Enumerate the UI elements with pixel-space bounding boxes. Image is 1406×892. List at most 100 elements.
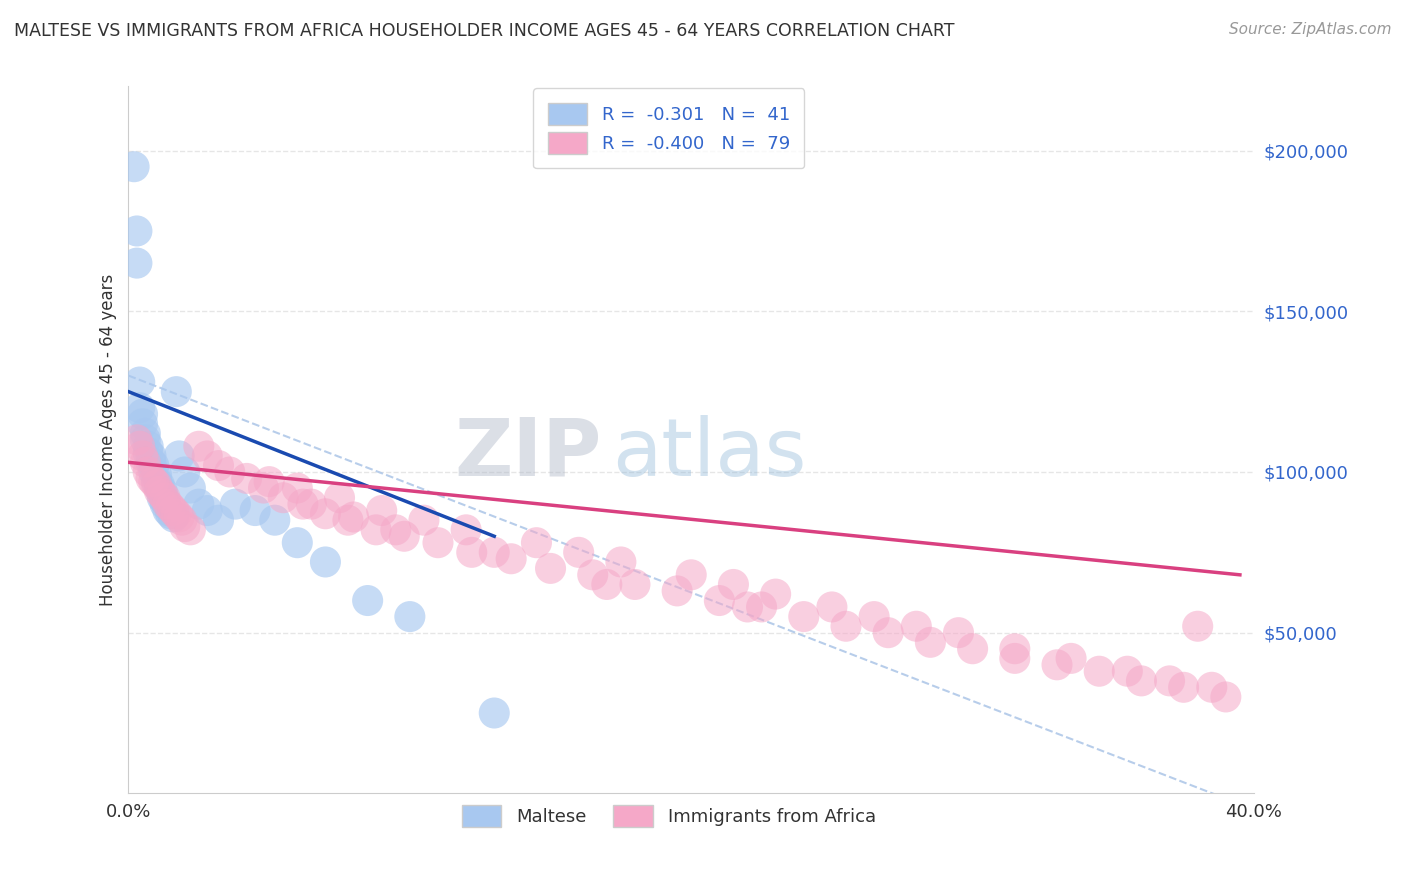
Point — [145, 468, 167, 483]
Text: ZIP: ZIP — [454, 415, 602, 493]
Point — [252, 481, 274, 495]
Text: MALTESE VS IMMIGRANTS FROM AFRICA HOUSEHOLDER INCOME AGES 45 - 64 YEARS CORRELAT: MALTESE VS IMMIGRANTS FROM AFRICA HOUSEH… — [14, 22, 955, 40]
Point — [134, 426, 156, 441]
Point — [413, 513, 436, 527]
Point — [291, 497, 314, 511]
Point — [153, 494, 176, 508]
Point — [131, 449, 153, 463]
Point — [179, 523, 201, 537]
Point — [131, 417, 153, 431]
Point — [235, 471, 257, 485]
Point — [145, 478, 167, 492]
Text: atlas: atlas — [613, 415, 807, 493]
Point — [153, 491, 176, 505]
Point — [142, 475, 165, 489]
Point — [142, 458, 165, 473]
Point — [148, 484, 170, 499]
Point — [224, 497, 246, 511]
Point — [1187, 619, 1209, 633]
Point — [1215, 690, 1237, 704]
Point — [122, 160, 145, 174]
Point — [156, 497, 179, 511]
Point — [148, 478, 170, 492]
Point — [328, 491, 350, 505]
Point — [364, 523, 387, 537]
Point — [1060, 651, 1083, 665]
Point — [162, 510, 184, 524]
Point — [484, 706, 506, 720]
Point — [461, 545, 484, 559]
Point — [263, 513, 285, 527]
Point — [125, 433, 148, 447]
Point — [207, 513, 229, 527]
Point — [162, 503, 184, 517]
Point — [145, 475, 167, 489]
Point — [1088, 665, 1111, 679]
Point — [1046, 657, 1069, 672]
Point — [170, 513, 193, 527]
Point — [314, 507, 336, 521]
Point — [142, 465, 165, 479]
Point — [1201, 681, 1223, 695]
Point — [948, 625, 970, 640]
Point — [835, 619, 858, 633]
Point — [125, 224, 148, 238]
Point — [456, 523, 478, 537]
Point — [153, 497, 176, 511]
Point — [299, 497, 322, 511]
Point — [370, 503, 392, 517]
Point — [128, 439, 150, 453]
Y-axis label: Householder Income Ages 45 - 64 years: Householder Income Ages 45 - 64 years — [100, 274, 117, 606]
Point — [920, 635, 942, 649]
Point — [173, 519, 195, 533]
Point — [1116, 665, 1139, 679]
Point — [1004, 641, 1026, 656]
Point — [156, 503, 179, 517]
Point — [1173, 681, 1195, 695]
Point — [596, 577, 619, 591]
Point — [150, 491, 173, 505]
Point — [962, 641, 984, 656]
Point — [821, 599, 844, 614]
Point — [139, 455, 162, 469]
Point — [526, 535, 548, 549]
Point — [398, 609, 420, 624]
Point — [136, 465, 159, 479]
Point — [501, 551, 523, 566]
Point — [187, 497, 209, 511]
Point — [136, 446, 159, 460]
Point — [905, 619, 928, 633]
Point — [427, 535, 450, 549]
Point — [336, 513, 359, 527]
Point — [159, 507, 181, 521]
Point — [159, 500, 181, 515]
Point — [207, 458, 229, 473]
Point — [863, 609, 886, 624]
Point — [150, 484, 173, 499]
Point — [128, 375, 150, 389]
Point — [139, 449, 162, 463]
Point — [134, 455, 156, 469]
Point — [139, 471, 162, 485]
Point — [1130, 673, 1153, 688]
Point — [179, 481, 201, 495]
Point — [737, 599, 759, 614]
Text: Source: ZipAtlas.com: Source: ZipAtlas.com — [1229, 22, 1392, 37]
Point — [128, 401, 150, 415]
Point — [195, 449, 218, 463]
Point — [271, 491, 294, 505]
Point — [666, 583, 689, 598]
Point — [484, 545, 506, 559]
Point — [187, 439, 209, 453]
Point — [243, 503, 266, 517]
Point — [751, 599, 773, 614]
Point — [342, 510, 364, 524]
Point — [150, 487, 173, 501]
Point — [148, 481, 170, 495]
Point — [1004, 651, 1026, 665]
Point — [167, 449, 190, 463]
Point — [167, 510, 190, 524]
Point — [392, 529, 415, 543]
Point — [384, 523, 406, 537]
Point — [709, 593, 731, 607]
